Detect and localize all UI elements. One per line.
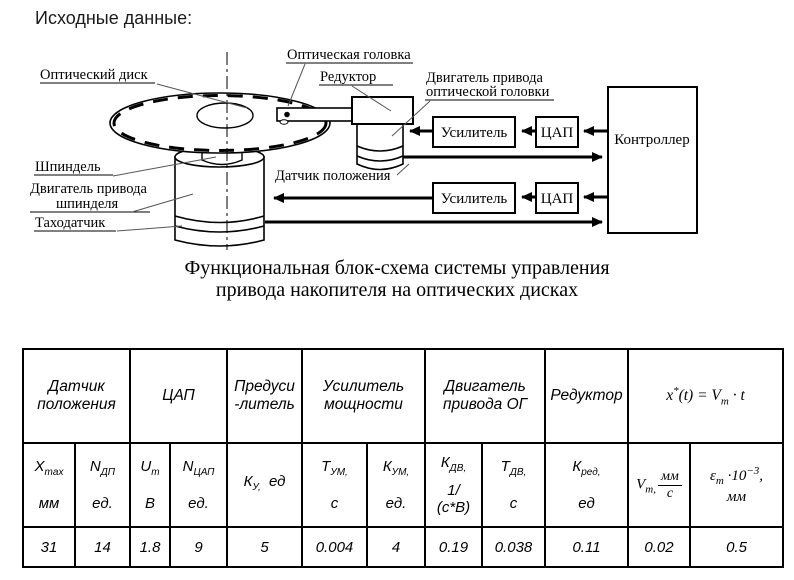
- group-power-amplifier: Усилитель мощности: [301, 348, 426, 444]
- amplifier2-label: Усилитель: [441, 191, 508, 207]
- caption-line-2: привода накопителя на оптических дисках: [215, 279, 579, 301]
- label-reductor: Редуктор: [320, 69, 376, 85]
- label-pointers: [30, 62, 554, 232]
- label-optical-disk: Оптический диск: [40, 67, 149, 83]
- tachometer-band: [174, 215, 265, 224]
- param-ndp: NДП ед.: [74, 442, 131, 528]
- parameters-table: Датчик положения ЦАП Предуси -литель Уси…: [22, 348, 784, 568]
- block-diagram: Оптический диск Оптическая головка Редук…: [30, 47, 698, 250]
- dac1-label: ЦАП: [541, 125, 574, 141]
- value-tum: 0.004: [301, 526, 368, 568]
- diagram-caption: Функциональная блок-схема системы управл…: [0, 257, 794, 301]
- value-tdv: 0.038: [481, 526, 546, 568]
- value-kdv: 0.19: [424, 526, 483, 568]
- param-um: Um В: [129, 442, 171, 528]
- amplifier1-label: Усилитель: [441, 125, 508, 141]
- optical-head-dot: [284, 111, 290, 118]
- controller-label: Контроллер: [614, 132, 689, 148]
- label-spindle: Шпиндель: [35, 159, 101, 175]
- group-head-drive-motor: Двигатель привода ОГ: [424, 348, 546, 444]
- param-kum: КУМ, ед.: [366, 442, 426, 528]
- value-vm: 0.02: [627, 526, 691, 568]
- value-xmax: 31: [22, 526, 76, 568]
- param-tdv: ТДВ, с: [481, 442, 546, 528]
- label-optical-head: Оптическая головка: [287, 47, 411, 63]
- group-preamplifier: Предуси -литель: [226, 348, 303, 444]
- label-tachometer: Таходатчик: [35, 215, 106, 231]
- caption-line-1: Функциональная блок-схема системы управл…: [184, 257, 610, 279]
- label-spindle-motor-1: Двигатель привода: [30, 181, 147, 197]
- pointer-reductor: [351, 85, 392, 112]
- label-spindle-motor-2: шпинделя: [56, 196, 118, 212]
- group-reductor: Редуктор: [544, 348, 629, 444]
- dac2-label: ЦАП: [541, 191, 574, 207]
- dac1-block: [535, 116, 579, 148]
- param-ky: КУ, ед: [226, 442, 303, 528]
- amplifier1-block: [432, 116, 516, 148]
- signal-lines: [265, 126, 608, 227]
- head-motor-shape: [356, 122, 404, 171]
- pointer-optical-head: [287, 63, 306, 107]
- pointer-optical-disk: [156, 83, 248, 109]
- group-position-sensor: Датчик положения: [22, 348, 131, 444]
- optical-disk: [109, 92, 331, 154]
- pointer-head-motor: [391, 100, 431, 137]
- param-tum: ТУМ, с: [301, 442, 368, 528]
- param-kred: Кред, ед: [544, 442, 629, 528]
- pointer-spindle-motor: [131, 193, 194, 213]
- param-xmax: Xmax мм: [22, 442, 76, 528]
- group-formula: x*(t) = Vm · t: [627, 348, 784, 444]
- reductor-block: [351, 96, 414, 125]
- label-position-sensor: Датчик положения: [275, 168, 391, 184]
- param-ntsap: NЦАП ед.: [169, 442, 228, 528]
- value-ky: 5: [226, 526, 303, 568]
- param-kdv: КДВ, 1/ (с*В): [424, 442, 483, 528]
- value-kred: 0.11: [544, 526, 629, 568]
- pointer-spindle: [112, 156, 217, 177]
- label-head-motor-1: Двигатель привода: [426, 70, 543, 86]
- group-dac: ЦАП: [129, 348, 228, 444]
- controller-block: [607, 86, 698, 234]
- table-values-row: 31 14 1.8 9 5 0.004 4 0.19 0.038 0.11 0.…: [22, 526, 784, 568]
- page-title: Исходные данные:: [35, 8, 193, 28]
- table-group-header-row: Датчик положения ЦАП Предуси -литель Уси…: [22, 348, 784, 444]
- disk-hole: [196, 102, 254, 129]
- pointer-position-sensor: [396, 163, 410, 176]
- table-symbols-row: Xmax мм NДП ед. Um В NЦАП ед. КУ, ед ТУМ…: [22, 442, 784, 528]
- pointer-tachometer: [116, 225, 183, 232]
- value-kum: 4: [366, 526, 426, 568]
- label-head-motor-2: оптической головки: [426, 84, 550, 100]
- value-ntsap: 9: [169, 526, 228, 568]
- amplifier2-block: [432, 182, 516, 214]
- param-vm: Vm, мм с: [627, 442, 691, 528]
- value-epsilon: 0.5: [689, 526, 784, 568]
- value-ndp: 14: [74, 526, 131, 568]
- param-epsilon: εm ·10−3, мм: [689, 442, 784, 528]
- dac2-block: [535, 182, 579, 214]
- value-um: 1.8: [129, 526, 171, 568]
